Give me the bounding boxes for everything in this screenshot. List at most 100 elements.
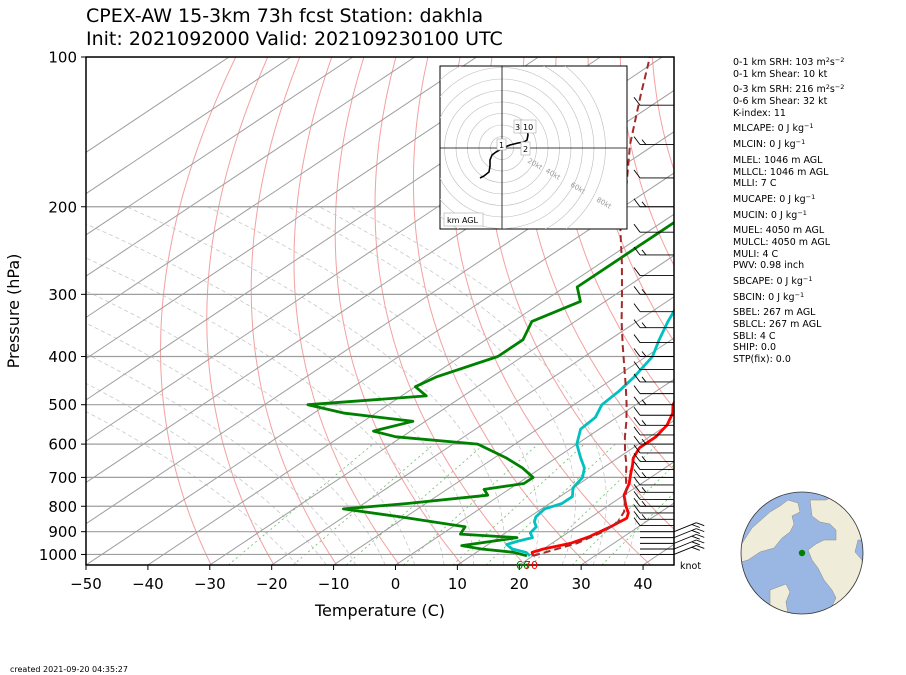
wind-barb: [633, 476, 674, 486]
dry-adiabat: [449, 57, 651, 565]
wind-barb: [640, 528, 705, 539]
index-line: MULI: 4 C: [733, 248, 779, 260]
dry-adiabat: [159, 57, 237, 565]
dry-adiabat: [554, 57, 674, 410]
mixing-ratio-line: [531, 443, 659, 565]
index-line: K-index: 11: [733, 107, 786, 119]
hodograph-label: km AGL: [447, 216, 479, 225]
wind-barb: [640, 533, 705, 544]
wind-barb: [633, 334, 674, 344]
isotherm: [86, 57, 416, 277]
index-line: MUEL: 4050 m AGL: [733, 225, 825, 237]
wind-barb: [633, 484, 674, 493]
isotherm: [395, 378, 674, 565]
x-tick-label: −30: [194, 575, 226, 593]
mixing-ratio-line: [292, 443, 435, 565]
wind-barb: [633, 396, 674, 406]
background-grid: [86, 57, 906, 565]
wind-barb: [633, 517, 674, 527]
index-line: SHIP: 0.0: [733, 342, 777, 354]
isotherm: [147, 213, 674, 565]
isotherm: [333, 337, 674, 565]
wind-barb: [633, 444, 674, 454]
dry-adiabat: [374, 57, 526, 565]
wind-barb: [633, 198, 674, 208]
hodograph-inset: 20kt 40kt 60kt 80kt 1 2 3 10 km AGL: [439, 65, 628, 230]
index-line: MUCAPE: 0 J kg−1: [733, 192, 816, 205]
wind-barb: [633, 497, 674, 507]
x-axis-label: Temperature (C): [314, 601, 445, 620]
wind-barb: [633, 348, 674, 357]
y-axis-label: Pressure (hPa): [4, 254, 23, 369]
dry-adiabat: [844, 57, 906, 565]
index-line: MLCAPE: 0 J kg−1: [733, 122, 814, 135]
index-line: SBCIN: 0 J kg−1: [733, 290, 805, 303]
location-globe: [740, 491, 864, 615]
dry-adiabat: [587, 57, 674, 343]
chart-subtitle: Init: 2021092000 Valid: 202109230100 UTC: [86, 28, 503, 50]
index-line: 0-1 km SRH: 103 m2s−2: [733, 56, 845, 68]
wind-barb: [633, 504, 674, 514]
x-tick-label: −50: [70, 575, 102, 593]
isotherm: [457, 419, 674, 565]
wind-barb: [640, 545, 705, 555]
y-tick-label: 300: [48, 286, 77, 304]
station-marker: [798, 549, 806, 557]
dry-adiabat: [293, 57, 400, 565]
dry-adiabat: [412, 57, 589, 565]
temperature-profile: [530, 400, 674, 557]
wind-barb: [633, 417, 674, 426]
x-tick-label: −20: [256, 575, 288, 593]
index-line: PWV: 0.98 inch: [733, 260, 805, 272]
wind-barb: [633, 286, 674, 295]
index-line: MLLI: 7 C: [733, 178, 777, 190]
y-tick-label: 100: [48, 49, 77, 67]
isotherm: [86, 57, 477, 319]
x-tick-label: −40: [132, 575, 164, 593]
wind-barb: [640, 539, 705, 550]
x-tick-label: 10: [448, 575, 467, 593]
wind-barb: [633, 511, 674, 520]
wind-barb: [633, 453, 674, 462]
wind-barb: [640, 522, 705, 533]
index-line: STP(fix): 0.0: [733, 354, 791, 366]
wind-barb: [633, 303, 674, 313]
wind-barb: [633, 435, 674, 445]
index-line: SBCAPE: 0 J kg−1: [733, 275, 813, 287]
isotherm: [86, 57, 539, 360]
wind-barb: [633, 319, 674, 329]
surface-dewpoint-label: 66: [516, 559, 530, 572]
wind-barb: [633, 96, 674, 106]
wind-barb: [633, 136, 674, 146]
wind-barb: [633, 361, 674, 371]
wind-barb: [633, 246, 674, 256]
isotherm: [86, 172, 674, 565]
wind-barb: [633, 373, 674, 383]
y-tick-label: 1000: [39, 546, 77, 564]
isotherm: [518, 461, 674, 565]
hodo-height-10: 10: [523, 123, 533, 132]
x-tick-label: 30: [572, 575, 591, 593]
moist-adiabat: [207, 206, 539, 565]
wind-barb: [633, 491, 674, 500]
isotherm: [86, 131, 674, 525]
index-line: SBLCL: 267 m AGL: [733, 319, 822, 331]
dry-adiabat: [877, 57, 906, 565]
moist-adiabat: [86, 411, 298, 565]
y-tick-label: 900: [48, 523, 77, 541]
index-line: MLEL: 1046 m AGL: [733, 154, 823, 166]
y-tick-label: 200: [48, 198, 77, 216]
chart-title: CPEX-AW 15-3km 73h fcst Station: dakhla: [86, 5, 484, 27]
wind-barb: [633, 461, 674, 470]
isotherm: [209, 254, 674, 565]
wetbulb-profile: [505, 308, 674, 557]
hodo-height-2: 2: [523, 145, 528, 154]
dry-adiabat: [619, 57, 674, 267]
index-line: MULCL: 4050 m AGL: [733, 236, 831, 248]
moist-adiabat: [86, 322, 386, 565]
index-line: 0-6 km Shear: 32 kt: [733, 96, 828, 108]
wind-barb: [633, 267, 674, 277]
mixing-ratio-line: [228, 443, 374, 565]
isotherm: [86, 57, 354, 236]
